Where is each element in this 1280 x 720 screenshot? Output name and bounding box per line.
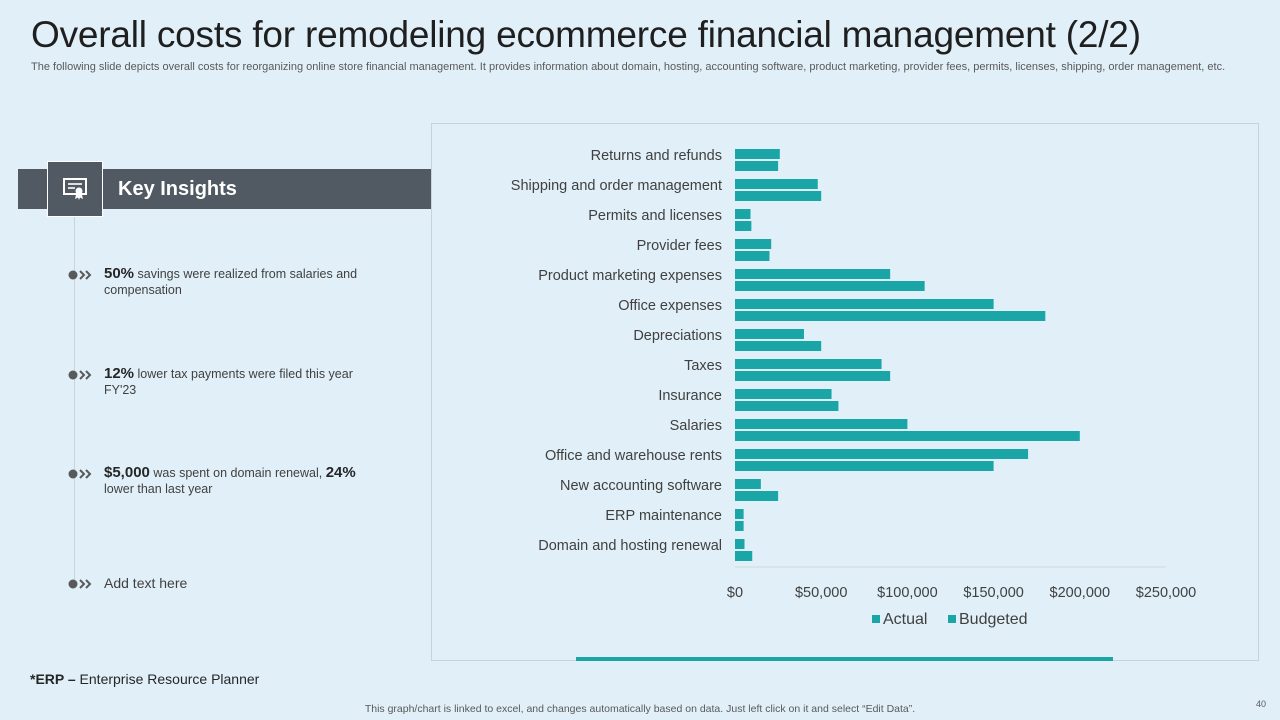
bar-actual[interactable]	[735, 389, 832, 399]
legend-label: Budgeted	[959, 611, 1028, 628]
page-title: Overall costs for remodeling ecommerce f…	[31, 14, 1141, 55]
bar-actual[interactable]	[735, 209, 751, 219]
bar-actual[interactable]	[735, 239, 772, 249]
legend-swatch	[872, 615, 880, 623]
bar-budgeted[interactable]	[735, 251, 770, 261]
legend-label: Actual	[883, 611, 927, 628]
bar-actual[interactable]	[735, 479, 761, 489]
bar-budgeted[interactable]	[735, 551, 753, 561]
insight-item: Add text here	[68, 575, 368, 591]
category-label: Product marketing expenses	[538, 268, 722, 284]
category-label: Shipping and order management	[511, 178, 722, 194]
page-subtitle: The following slide depicts overall cost…	[31, 61, 1226, 73]
x-tick-label: $150,000	[963, 585, 1023, 601]
bar-budgeted[interactable]	[735, 431, 1080, 441]
footnote-text: Enterprise Resource Planner	[75, 671, 260, 687]
bar-budgeted[interactable]	[735, 491, 779, 501]
bar-budgeted[interactable]	[735, 221, 752, 231]
bar-actual[interactable]	[735, 509, 744, 519]
x-tick-label: $100,000	[877, 585, 937, 601]
chevron-bullet-icon	[68, 370, 92, 380]
chart-frame[interactable]: Returns and refunds Shipping and order ma…	[431, 123, 1259, 661]
chevron-bullet-icon	[68, 579, 92, 589]
bar-actual[interactable]	[735, 419, 908, 429]
x-tick-label: $50,000	[795, 585, 847, 601]
category-label: Provider fees	[637, 238, 722, 254]
bar-budgeted[interactable]	[735, 401, 839, 411]
category-label: Depreciations	[633, 328, 722, 344]
bar-budgeted[interactable]	[735, 191, 822, 201]
chevron-bullet-icon	[68, 270, 92, 280]
bar-actual[interactable]	[735, 359, 882, 369]
bar-actual[interactable]	[735, 269, 891, 279]
insight-text: savings were realized from salaries and …	[104, 267, 358, 297]
bar-budgeted[interactable]	[735, 521, 744, 531]
category-label: Office expenses	[618, 298, 722, 314]
insight-item: $5,000 was spent on domain renewal, 24% …	[68, 465, 368, 497]
bar-actual[interactable]	[735, 299, 994, 309]
bar-budgeted[interactable]	[735, 311, 1046, 321]
category-label: Taxes	[684, 358, 722, 374]
category-label: Permits and licenses	[588, 208, 722, 224]
category-label: Insurance	[658, 388, 722, 404]
category-label: Salaries	[670, 418, 722, 434]
insight-highlight-2: 24%	[325, 464, 356, 481]
category-label: ERP maintenance	[605, 508, 722, 524]
insight-text: was spent on domain renewal,	[149, 466, 326, 480]
x-tick-label: $0	[727, 585, 743, 601]
x-tick-label: $200,000	[1050, 585, 1110, 601]
legend-swatch	[948, 615, 956, 623]
insight-text: Add text here	[104, 575, 188, 591]
page-number: 40	[1255, 699, 1266, 709]
footnote: *ERP – Enterprise Resource Planner	[30, 671, 259, 687]
chevron-bullet-icon	[68, 469, 92, 479]
insight-highlight: 50%	[104, 265, 135, 282]
insight-item: 50% savings were realized from salaries …	[68, 266, 368, 298]
insight-text: lower tax payments were filed this year …	[104, 367, 353, 397]
footnote-term: *ERP –	[30, 671, 76, 687]
insight-highlight: $5,000	[104, 464, 150, 481]
bar-actual[interactable]	[735, 329, 804, 339]
category-label: Domain and hosting renewal	[538, 538, 722, 554]
bar-chart[interactable]: Returns and refunds Shipping and order ma…	[432, 124, 1258, 660]
bar-budgeted[interactable]	[735, 461, 994, 471]
bottom-note: This graph/chart is linked to excel, and…	[364, 703, 916, 715]
bar-budgeted[interactable]	[735, 341, 822, 351]
insight-highlight: 12%	[104, 365, 135, 382]
category-label: Returns and refunds	[591, 148, 722, 164]
accent-bar	[576, 657, 1113, 661]
bar-budgeted[interactable]	[735, 371, 891, 381]
timeline-line	[74, 216, 75, 584]
bar-actual[interactable]	[735, 179, 818, 189]
bar-actual[interactable]	[735, 449, 1029, 459]
insight-item: 12% lower tax payments were filed this y…	[68, 366, 368, 398]
x-tick-label: $250,000	[1136, 585, 1196, 601]
key-insights-icon-box	[47, 161, 103, 217]
bar-budgeted[interactable]	[735, 281, 925, 291]
bar-actual[interactable]	[735, 539, 745, 549]
key-insights-heading: Key Insights	[118, 178, 237, 200]
certificate-icon	[63, 178, 87, 200]
bar-budgeted[interactable]	[735, 161, 779, 171]
bar-actual[interactable]	[735, 149, 780, 159]
category-label: Office and warehouse rents	[545, 448, 722, 464]
insight-text-2: lower than last year	[104, 482, 213, 496]
category-label: New accounting software	[560, 478, 722, 494]
